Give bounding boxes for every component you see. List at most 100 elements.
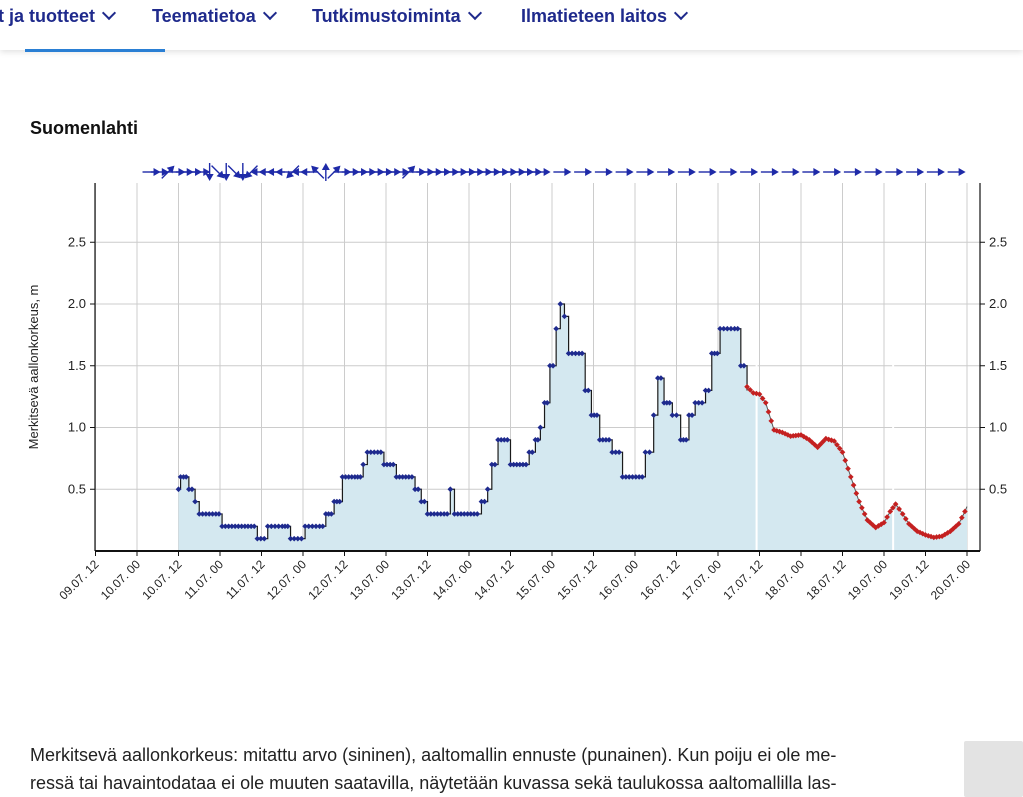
forecast-point <box>856 498 862 505</box>
x-tick-label: 14.07. 12 <box>471 557 517 603</box>
y-tick-label: 0.5 <box>68 481 86 496</box>
observed-point <box>248 523 254 530</box>
observed-point <box>501 437 508 443</box>
wind-arrow-icon <box>740 168 759 176</box>
wind-arrow-icon <box>222 163 231 181</box>
observed-point <box>603 437 609 443</box>
wind-arrow-head <box>161 168 169 176</box>
observed-point <box>402 474 409 480</box>
wind-arrow-head <box>709 168 717 176</box>
observed-point <box>298 535 305 542</box>
observed-point <box>488 461 495 468</box>
wind-arrow-icon <box>275 168 294 176</box>
wind-arrow-icon <box>532 168 551 176</box>
observed-point <box>636 474 642 480</box>
observed-point <box>596 437 603 443</box>
forecast-point <box>861 511 868 517</box>
wind-arrow-head <box>854 168 862 176</box>
observed-point <box>458 511 464 517</box>
observed-point <box>316 523 323 530</box>
observed-point <box>367 449 374 456</box>
chevron-down-icon <box>101 5 117 21</box>
wind-arrow-head <box>564 168 572 176</box>
chart-title: Suomenlahti <box>30 118 139 138</box>
observed-point <box>216 511 222 517</box>
observed-point <box>600 437 606 443</box>
x-tick-label: 11.07. 12 <box>223 557 268 602</box>
observed-point <box>510 461 517 468</box>
observed-point <box>673 412 680 418</box>
wind-arrow-icon <box>238 163 247 181</box>
observed-point <box>569 350 575 357</box>
observed-point <box>594 412 600 418</box>
observed-point <box>447 486 454 493</box>
observed-point <box>478 498 485 505</box>
observed-point <box>728 325 734 332</box>
wind-arrow-icon <box>615 168 634 176</box>
observed-point <box>507 461 514 468</box>
observed-point <box>272 523 278 530</box>
wind-arrow-icon <box>926 168 945 176</box>
nav-item-tutkimustoiminta[interactable]: Tutkimustoiminta <box>312 5 482 27</box>
nav-item-label: Tutkimustoiminta <box>312 6 461 26</box>
wind-arrow-head <box>751 168 759 176</box>
observed-point <box>348 474 355 480</box>
observed-point <box>683 437 690 443</box>
forecast-point <box>847 474 854 480</box>
forecast-point <box>899 511 906 517</box>
observed-point <box>396 474 403 480</box>
wind-arrow-head <box>771 168 779 176</box>
observed-point <box>741 362 747 369</box>
observed-point <box>235 523 242 530</box>
observed-point <box>642 449 649 456</box>
observed-point <box>409 474 415 480</box>
observed-point <box>699 399 705 406</box>
observed-point <box>633 474 639 480</box>
wind-arrow-head <box>233 170 241 179</box>
wind-arrow-icon <box>906 168 925 176</box>
wind-arrow-head <box>291 168 299 176</box>
wind-arrow-icon <box>594 168 613 176</box>
observed-point <box>504 437 511 443</box>
active-nav-indicator <box>25 49 165 52</box>
observed-point <box>291 535 298 542</box>
wind-arrow-icon <box>843 168 862 176</box>
observed-point <box>175 486 182 493</box>
forecast-point <box>896 506 902 512</box>
observed-point <box>364 449 371 456</box>
nav-item-palvelut-ja-tuotteet[interactable]: t ja tuotteet <box>0 5 117 27</box>
wind-arrow-head <box>300 168 308 176</box>
wind-arrow-head <box>275 168 283 176</box>
wind-arrow-icon <box>391 168 410 176</box>
wind-arrow-head <box>244 170 253 179</box>
wind-arrow-head <box>585 168 593 176</box>
observed-point <box>339 474 346 480</box>
x-tick-label: 10.07. 00 <box>98 557 144 603</box>
y-tick-label: 0.5 <box>989 481 1007 496</box>
observed-point <box>177 474 184 480</box>
wave-area-fill <box>178 304 967 551</box>
nav-item-ilmatieteen-laitos[interactable]: Ilmatieteen laitos <box>521 5 689 27</box>
wind-arrow-head <box>216 170 225 179</box>
top-navigation: t ja tuotteet Teematietoa Tutkimustoimin… <box>0 0 1023 52</box>
observed-point <box>513 461 520 468</box>
observed-point <box>384 461 390 468</box>
observed-point <box>689 412 695 418</box>
forecast-point <box>962 508 968 515</box>
nav-item-teematietoa[interactable]: Teematietoa <box>152 5 277 27</box>
wind-arrow-icon <box>947 168 966 176</box>
y-tick-label: 2.5 <box>68 234 86 249</box>
y-axis-label: Merkitsevä aallonkorkeus, m <box>26 285 41 450</box>
wind-arrow-head <box>402 168 410 176</box>
observed-point <box>377 449 384 456</box>
wind-arrow-head <box>222 174 231 181</box>
forecast-point <box>958 514 965 521</box>
wind-arrow-icon <box>719 168 738 176</box>
observed-point <box>612 449 619 456</box>
observed-point <box>302 523 308 530</box>
wind-arrow-head <box>238 174 247 181</box>
observed-point <box>186 486 192 493</box>
observed-point <box>412 486 418 493</box>
chart-axes <box>90 183 985 556</box>
observed-point <box>557 301 564 307</box>
